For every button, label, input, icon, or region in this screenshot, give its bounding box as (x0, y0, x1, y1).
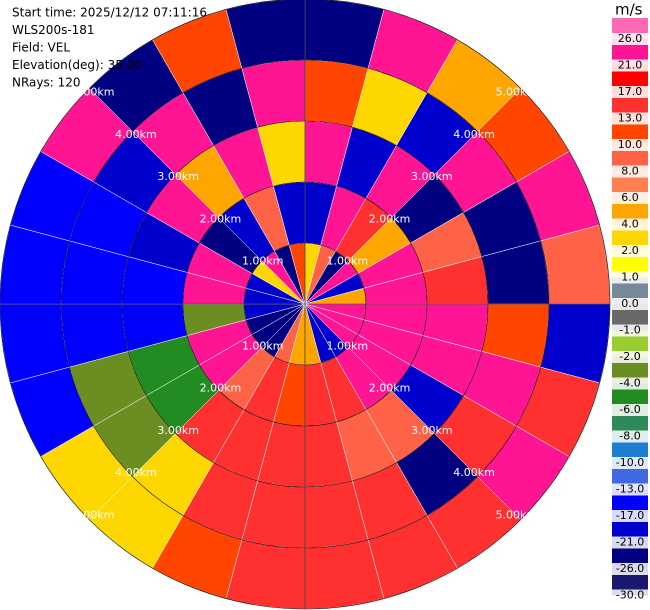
range-ring-label: 5.00km (496, 508, 538, 521)
colorbar-tick-bg (612, 271, 648, 284)
colorbar-tick-bg (612, 59, 648, 72)
colorbar-tick-label: 26.0 (618, 32, 643, 45)
range-ring-label: 1.00km (326, 339, 368, 352)
colorbar-tick-label: -8.0 (619, 430, 640, 443)
colorbar-tick-label: -21.0 (616, 536, 644, 549)
range-ring-label: 1.00km (242, 339, 284, 352)
colorbar-tick-bg (612, 377, 648, 390)
range-ring-label: 2.00km (200, 212, 242, 225)
colorbar-tick-bg (612, 324, 648, 337)
colorbar-tick-label: -17.0 (616, 509, 644, 522)
colorbar-tick-bg (612, 218, 648, 231)
colorbar-tick-bg (612, 351, 648, 363)
colorbar-tick-label: 13.0 (618, 112, 643, 125)
range-ring-label: 3.00km (411, 424, 453, 437)
range-rings: 1.00km 1.00km 1.00km 1.00km 2.00km 2.00km 2.00… (0, 0, 611, 610)
colorbar-tick-bg (612, 112, 648, 125)
range-ring-label: 5.00km (73, 508, 115, 521)
colorbar-tick-label: -26.0 (616, 562, 644, 575)
colorbar-tick-bg (612, 139, 648, 151)
colorbar-tick-label: 4.0 (621, 218, 639, 231)
colorbar-tick-label: -2.0 (619, 350, 640, 363)
range-ring-label: 4.00km (115, 466, 157, 479)
colorbar-tick-bg (612, 510, 648, 522)
colorbar-tick-label: -13.0 (616, 483, 644, 496)
colorbar-tick-label: -4.0 (619, 377, 640, 390)
colorbar-tick-label: 1.0 (621, 271, 639, 284)
colorbar-tick-label: -30.0 (616, 589, 644, 602)
colorbar-tick-bg (612, 536, 648, 549)
range-ring (0, 0, 611, 610)
colorbar-tick-label: -6.0 (619, 403, 640, 416)
range-ring-label: 1.00km (242, 255, 284, 268)
range-ring (121, 120, 489, 488)
colorbar-tick-bg (612, 483, 648, 496)
annotation: NRays: 120 (12, 76, 81, 90)
colorbar-tick-bg (612, 430, 648, 443)
colorbar-tick-label: 21.0 (618, 59, 643, 72)
range-ring-label: 5.00km (496, 86, 538, 99)
range-ring (182, 181, 428, 427)
range-ring-label: 3.00km (411, 170, 453, 183)
range-ring-label: 3.00km (157, 424, 199, 437)
range-ring-label: 1.00km (326, 255, 368, 268)
colorbar-tick-bg (612, 245, 648, 257)
colorbar-label: m/s (615, 1, 643, 19)
colorbar-tick-bg (612, 33, 648, 45)
annotation: Field: VEL (12, 41, 70, 55)
colorbar-tick-label: 10.0 (618, 138, 643, 151)
annotations: Start time: 2025/12/12 07:11:16 WLS200s-1… (12, 6, 207, 90)
colorbar-tick-bg (612, 404, 648, 416)
range-ring-label: 2.00km (200, 382, 242, 395)
range-ring (243, 242, 367, 366)
annotation: Start time: 2025/12/12 07:11:16 (12, 6, 207, 20)
range-ring-label: 5.00km (73, 86, 115, 99)
colorbar-tick-label: 6.0 (621, 191, 639, 204)
colorbar-tick-bg (612, 589, 648, 602)
colorbar-tick-label: 8.0 (621, 165, 639, 178)
range-ring-label: 2.00km (369, 212, 411, 225)
colorbar-tick-bg (612, 192, 648, 204)
colorbar-tick-bg (612, 457, 648, 469)
colorbar-tick-label: 17.0 (618, 85, 643, 98)
range-ring-label: 4.00km (453, 466, 495, 479)
colorbar-tick-bg (612, 563, 648, 575)
range-ring (60, 59, 550, 549)
annotation: Elevation(deg): 35.00 (12, 58, 142, 72)
colorbar: 26.0 21.0 17.0 13.0 10.0 8.0 6.0 4.0 2.0 1.0 0.0 -1… (612, 18, 648, 602)
colorbar-tick-label: -10.0 (616, 456, 644, 469)
range-ring-label: 4.00km (453, 128, 495, 141)
range-ring-label: 4.00km (115, 128, 157, 141)
colorbar-tick-bg (612, 86, 648, 98)
velocity-field (0, 0, 611, 610)
colorbar-tick-bg (612, 298, 648, 310)
colorbar-tick-label: 0.0 (621, 297, 639, 310)
annotation: WLS200s-181 (12, 23, 95, 37)
colorbar-tick-label: -1.0 (619, 324, 640, 337)
range-ring-label: 2.00km (369, 382, 411, 395)
range-ring-label: 3.00km (157, 170, 199, 183)
colorbar-tick-label: 2.0 (621, 244, 639, 257)
colorbar-tick-bg (612, 165, 648, 178)
